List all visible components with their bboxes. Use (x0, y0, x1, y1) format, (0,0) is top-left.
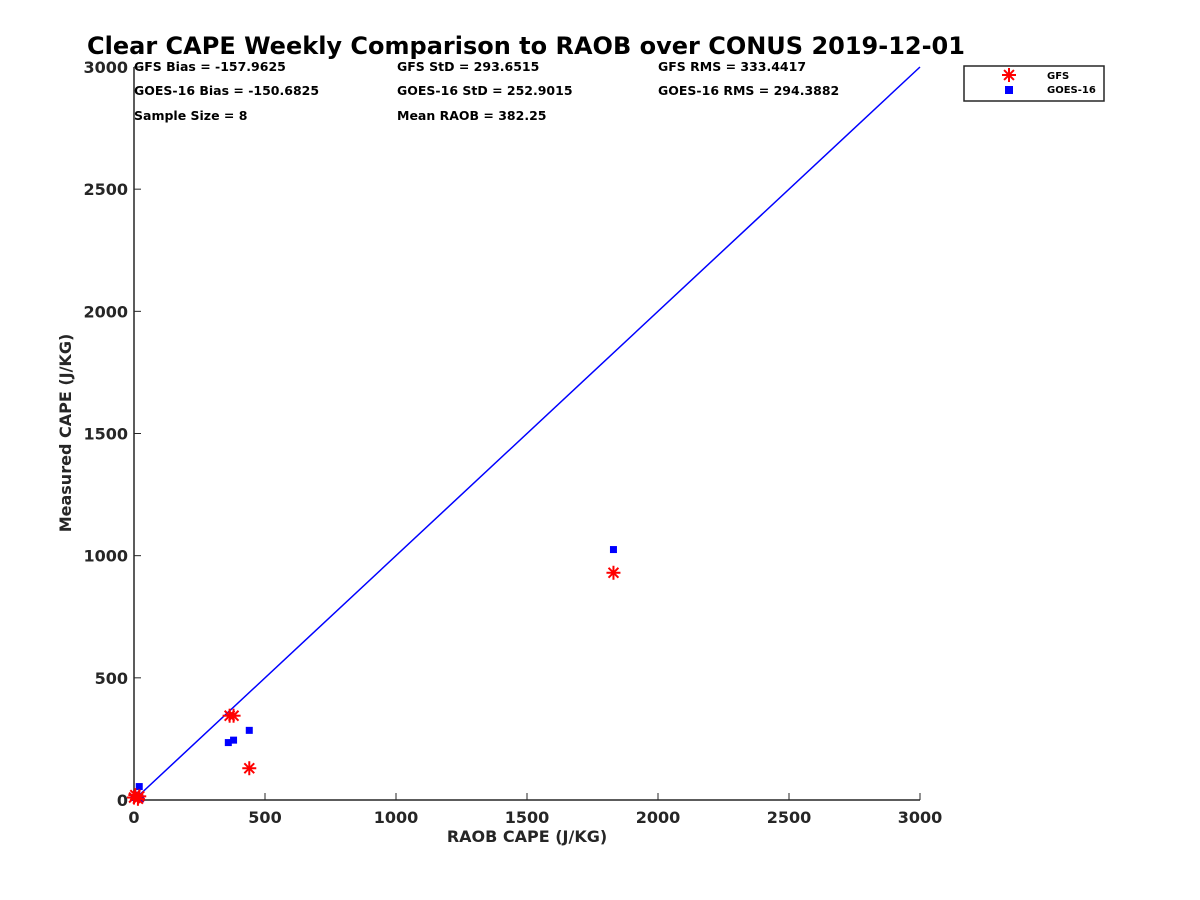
y-tick-label: 0 (117, 791, 128, 810)
legend-gfs-asterisk (1002, 68, 1016, 82)
gfs-rms-text: GFS RMS = 333.4417 (658, 59, 806, 74)
y-tick-label: 1000 (83, 547, 128, 566)
plot-area: 0 500 1000 1500 2000 2500 3000 0 500 1000 1500 2000… (83, 58, 942, 827)
goes-rms-text: GOES-16 RMS = 294.3882 (658, 83, 839, 98)
gfs-point (226, 708, 241, 723)
legend-goes-square (1005, 86, 1013, 94)
x-tick-label: 0 (128, 808, 139, 827)
y-tick-label: 500 (95, 669, 128, 688)
gfs-std-text: GFS StD = 293.6515 (397, 59, 539, 74)
legend-gfs-marker (1002, 68, 1016, 82)
y-tick-label: 2500 (83, 180, 128, 199)
x-tick-label: 1500 (505, 808, 550, 827)
goes-series (130, 546, 617, 803)
legend-goes-label: GOES-16 (1047, 85, 1096, 96)
goes-point (135, 783, 143, 791)
gfs-point (132, 789, 147, 804)
one-to-one-line (133, 66, 921, 801)
goes-point (230, 736, 238, 744)
gfs-point (242, 761, 257, 776)
x-tick-label: 2000 (636, 808, 681, 827)
legend: GFS GOES-16 (963, 65, 1105, 102)
legend-gfs-label: GFS (1047, 71, 1069, 82)
x-tick-label: 500 (248, 808, 281, 827)
mean-raob-text: Mean RAOB = 382.25 (397, 108, 546, 123)
gfs-series (127, 565, 621, 806)
goes-point (609, 546, 617, 554)
chart-title: Clear CAPE Weekly Comparison to RAOB ove… (87, 32, 965, 60)
goes-point (224, 739, 232, 747)
x-axis-label: RAOB CAPE (J/KG) (447, 827, 607, 846)
gfs-bias-text: GFS Bias = -157.9625 (134, 59, 286, 74)
goes-std-text: GOES-16 StD = 252.9015 (397, 83, 573, 98)
y-tick-label: 2000 (83, 302, 128, 321)
legend-box (963, 65, 1105, 102)
y-axis-label: Measured CAPE (J/KG) (56, 334, 75, 533)
gfs-point (606, 565, 621, 580)
x-tick-label: 2500 (767, 808, 812, 827)
legend-goes-marker (1005, 86, 1013, 94)
y-tick-label: 1500 (83, 425, 128, 444)
sample-size-text: Sample Size = 8 (134, 108, 247, 123)
x-tick-label: 3000 (898, 808, 943, 827)
goes-point (245, 726, 253, 734)
goes-bias-text: GOES-16 Bias = -150.6825 (134, 83, 319, 98)
x-tick-label: 1000 (374, 808, 419, 827)
y-tick-label: 3000 (83, 58, 128, 77)
